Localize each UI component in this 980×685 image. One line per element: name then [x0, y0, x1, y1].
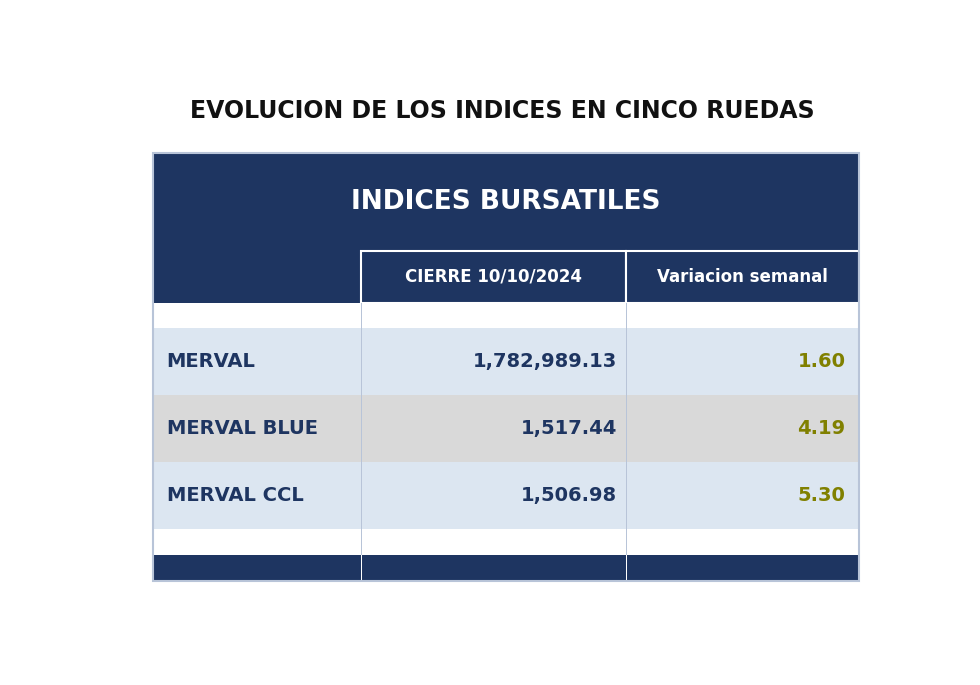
- FancyBboxPatch shape: [362, 462, 363, 530]
- Text: 1,506.98: 1,506.98: [521, 486, 617, 506]
- FancyBboxPatch shape: [153, 395, 859, 462]
- FancyBboxPatch shape: [626, 395, 627, 462]
- FancyBboxPatch shape: [362, 395, 363, 462]
- FancyBboxPatch shape: [626, 251, 859, 303]
- FancyBboxPatch shape: [153, 462, 859, 530]
- FancyBboxPatch shape: [626, 303, 627, 328]
- Text: CIERRE 10/10/2024: CIERRE 10/10/2024: [405, 268, 582, 286]
- FancyBboxPatch shape: [362, 303, 363, 328]
- Text: INDICES BURSATILES: INDICES BURSATILES: [351, 189, 661, 215]
- FancyBboxPatch shape: [362, 555, 363, 581]
- FancyBboxPatch shape: [153, 153, 859, 251]
- Text: 1,782,989.13: 1,782,989.13: [472, 352, 617, 371]
- FancyBboxPatch shape: [153, 251, 362, 303]
- Text: EVOLUCION DE LOS INDICES EN CINCO RUEDAS: EVOLUCION DE LOS INDICES EN CINCO RUEDAS: [190, 99, 814, 123]
- FancyBboxPatch shape: [626, 530, 627, 555]
- FancyBboxPatch shape: [153, 328, 859, 395]
- Text: MERVAL CCL: MERVAL CCL: [167, 486, 303, 506]
- Text: Variacion semanal: Variacion semanal: [658, 268, 828, 286]
- Text: 4.19: 4.19: [798, 419, 846, 438]
- Text: 5.30: 5.30: [798, 486, 846, 506]
- FancyBboxPatch shape: [153, 303, 859, 328]
- Text: 1.60: 1.60: [798, 352, 846, 371]
- FancyBboxPatch shape: [362, 530, 363, 555]
- Text: 1,517.44: 1,517.44: [520, 419, 617, 438]
- Text: MERVAL: MERVAL: [167, 352, 256, 371]
- Text: MERVAL BLUE: MERVAL BLUE: [167, 419, 318, 438]
- FancyBboxPatch shape: [153, 555, 859, 581]
- FancyBboxPatch shape: [362, 251, 626, 303]
- FancyBboxPatch shape: [626, 555, 627, 581]
- FancyBboxPatch shape: [626, 328, 627, 395]
- FancyBboxPatch shape: [626, 462, 627, 530]
- FancyBboxPatch shape: [153, 530, 859, 555]
- FancyBboxPatch shape: [362, 328, 363, 395]
